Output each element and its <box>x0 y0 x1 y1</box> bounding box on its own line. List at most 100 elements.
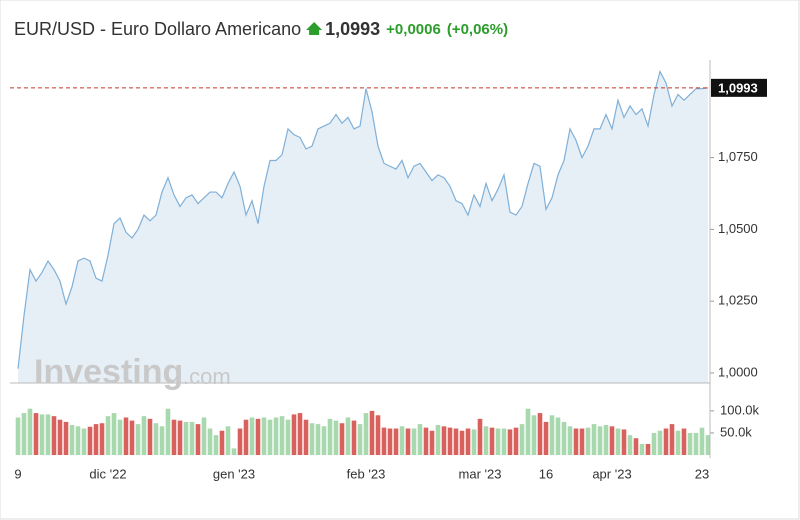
volume-bar <box>681 428 687 455</box>
volume-bar <box>687 432 693 455</box>
volume-bar <box>663 428 669 455</box>
volume-bar <box>123 417 129 455</box>
volume-bar <box>309 423 315 455</box>
volume-bar <box>447 427 453 455</box>
volume-bar <box>417 424 423 455</box>
volume-bar <box>33 413 39 455</box>
volume-bar <box>273 417 279 455</box>
volume-bar <box>387 428 393 455</box>
volume-bar <box>675 430 681 455</box>
x-tick-label: feb '23 <box>347 466 386 481</box>
area-fill <box>18 71 708 384</box>
volume-bar <box>609 426 615 455</box>
volume-bar <box>15 417 21 455</box>
volume-bar <box>525 408 531 455</box>
volume-bar <box>93 424 99 455</box>
volume-bar <box>183 421 189 455</box>
volume-bar <box>573 428 579 455</box>
volume-bar <box>603 425 609 455</box>
x-tick-label: dic '22 <box>89 466 126 481</box>
volume-bar <box>441 426 447 455</box>
volume-bar <box>657 430 663 455</box>
volume-bar <box>591 424 597 455</box>
volume-bar <box>219 430 225 455</box>
y-tick-label: 100.0k <box>720 402 760 417</box>
volume-bar <box>693 432 699 455</box>
volume-bar <box>105 416 111 455</box>
title: EUR/USD - Euro Dollaro Americano <box>14 19 301 39</box>
volume-bar <box>255 418 261 455</box>
volume-bar <box>369 410 375 455</box>
volume-bar <box>261 417 267 455</box>
volume-bar <box>639 443 645 455</box>
y-tick-label: 50.0k <box>720 424 752 439</box>
volume-bar <box>705 435 711 455</box>
y-tick-label: 1,0000 <box>718 364 758 379</box>
volume-bar <box>429 430 435 455</box>
volume-bar <box>129 420 135 455</box>
volume-bar <box>531 415 537 455</box>
volume-bar <box>669 424 675 455</box>
volume-bar <box>327 418 333 455</box>
volume-bar <box>393 428 399 455</box>
volume-bar <box>549 415 555 455</box>
change: +0,0006 <box>386 21 441 38</box>
volume-bar <box>519 424 525 455</box>
volume-bar <box>561 421 567 455</box>
volume-bar <box>117 419 123 455</box>
up-arrow <box>306 22 323 35</box>
price: 1,0993 <box>325 19 380 39</box>
volume-bar <box>489 427 495 455</box>
volume-bar <box>495 428 501 455</box>
y-tick-label: 1,0500 <box>718 221 758 236</box>
x-tick-label: apr '23 <box>592 466 631 481</box>
volume-bar <box>345 417 351 455</box>
volume-bar <box>615 428 621 455</box>
volume-bar <box>45 414 51 455</box>
volume-bar <box>579 428 585 455</box>
volume-bar <box>303 419 309 455</box>
volume-bar <box>141 416 147 455</box>
y-tick-label: 1,0750 <box>718 149 758 164</box>
volume-bar <box>285 419 291 455</box>
volume-bar <box>537 413 543 455</box>
volume-bar <box>111 413 117 455</box>
x-tick-label: 16 <box>539 466 553 481</box>
volume-bar <box>237 428 243 455</box>
volume-bar <box>651 432 657 455</box>
volume-bar <box>165 408 171 455</box>
last-price-label: 1,0993 <box>718 80 758 95</box>
watermark-brand: Investing <box>34 353 183 391</box>
volume-bar <box>459 430 465 455</box>
x-tick-label: 23 <box>695 466 709 481</box>
volume-bar <box>555 417 561 455</box>
volume-bar <box>315 424 321 455</box>
volume-bar <box>243 419 249 455</box>
watermark-suffix: .com <box>183 364 231 389</box>
volume-bar <box>51 416 57 455</box>
volume-bar <box>363 413 369 455</box>
price-line <box>17 69 709 369</box>
volume-bar <box>645 443 651 455</box>
volume-bar <box>177 420 183 455</box>
volume-bar <box>147 418 153 455</box>
volume-bar <box>81 428 87 455</box>
volume-bar <box>63 421 69 455</box>
volume-bar <box>321 426 327 455</box>
volume-bar <box>159 426 165 455</box>
volume-bar <box>201 417 207 455</box>
volume-bar <box>483 426 489 455</box>
x-tick-label: 9 <box>14 466 21 481</box>
volume-bar <box>399 426 405 455</box>
volume-bar <box>69 425 75 455</box>
volume-bar <box>543 421 549 455</box>
volume-bar <box>501 428 507 455</box>
volume-bar <box>99 423 105 455</box>
volume-bar <box>351 420 357 455</box>
volume-bar <box>699 427 705 455</box>
volume-bar <box>357 424 363 455</box>
volume-bar <box>411 428 417 455</box>
volume-bar <box>423 427 429 455</box>
volume-bar <box>297 413 303 455</box>
volume-bar <box>153 423 159 455</box>
